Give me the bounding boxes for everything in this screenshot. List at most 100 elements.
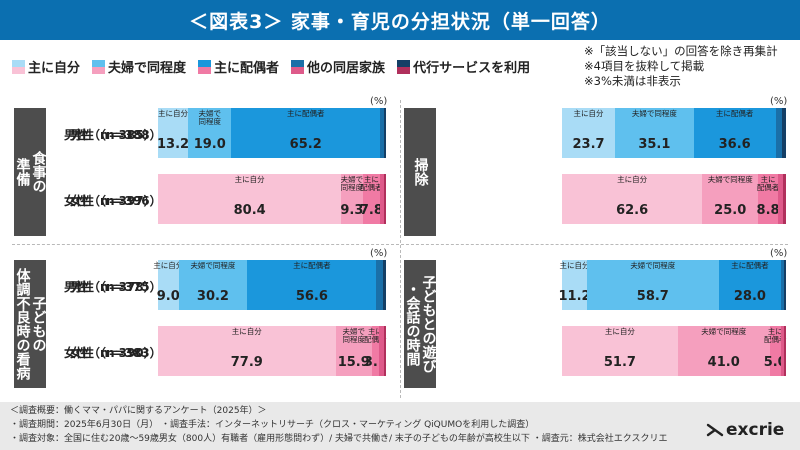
legend-swatch xyxy=(12,59,25,74)
data-label: 36.6 xyxy=(718,137,751,152)
data-label: 23.7 xyxy=(572,137,605,152)
bar-segment xyxy=(777,174,784,224)
data-label: 15.9 xyxy=(337,355,370,370)
bar-segment: 主に 配偶者 7.8 xyxy=(360,174,383,224)
stacked-bar: 主に自分 23.7 夫婦で同程度 35.1 主に配偶者 36.6 xyxy=(562,108,786,158)
bar-segment xyxy=(784,260,786,310)
bar-segment: 夫婦で同程度 41.0 xyxy=(677,326,770,376)
bar-segment: 夫婦で同程度 30.2 xyxy=(178,260,248,310)
data-label: 62.6 xyxy=(616,203,649,218)
legend-swatch xyxy=(291,59,305,74)
bar-segment: 主に自分 23.7 xyxy=(562,108,616,158)
segment-label: 夫婦で同程度 xyxy=(631,109,677,118)
survey-overview: ＜調査概要：働くママ・パパに関するアンケート（2025年）＞ ・調査期間：202… xyxy=(10,404,667,446)
legend: 主に自分 夫婦で同程度 主に配偶者 他の同居家族 代行サービスを利用 xyxy=(12,57,530,76)
legend-label: 代行サービスを利用 xyxy=(413,61,531,76)
row-label-male: 男性（n=385） xyxy=(64,128,156,142)
data-label: 25.0 xyxy=(714,203,747,218)
data-label: 19.0 xyxy=(193,137,226,152)
data-label: 35.1 xyxy=(638,137,671,152)
note-line: ※3%未満は非表示 xyxy=(584,74,681,88)
segment-label: 主に自分 xyxy=(234,175,265,184)
chart-panel: 子どもの 体調不良時の看病 (%) 男性（n=378） 主に自分 9.0 夫婦で同程度 30.… xyxy=(12,248,402,396)
segment-label: 主に配偶者 xyxy=(731,261,769,270)
row-label-female: 女性（n=383） xyxy=(70,346,162,360)
chart-panel: 食事の 準備 (%) 男性（n=385） 主に自分 13.2 夫婦で 同程度 19.0 主に配偶… xyxy=(12,96,402,244)
segment-label: 夫婦で同程度 xyxy=(701,327,747,336)
logo-mark-icon xyxy=(706,423,724,437)
bar-segment: 主に 配偶者 8.8 xyxy=(756,174,780,224)
category-label: 掃除 xyxy=(404,108,436,236)
bar-segment: 主に 配偶者 5.0 xyxy=(764,326,787,376)
bar-segment: 主に配偶者 28.0 xyxy=(718,260,782,310)
bar-segment: 主に自分 11.2 xyxy=(558,260,591,310)
data-label: 65.2 xyxy=(289,137,322,152)
legend-label: 主に配偶者 xyxy=(214,61,280,76)
bar-segment xyxy=(383,326,386,376)
stacked-bar: 主に自分 77.9 夫婦で 同程度 15.9 主に 配偶者 3.1 xyxy=(158,326,387,376)
bar-segment xyxy=(380,108,385,158)
bar-segment: 主に配偶者 36.6 xyxy=(693,108,776,158)
category-label: 子どもとの遊び ・会話の時間 xyxy=(404,260,437,388)
stacked-bar: 主に自分 11.2 夫婦で同程度 58.7 主に配偶者 28.0 xyxy=(558,260,786,310)
segment-label: 夫婦で 同程度 xyxy=(342,327,365,344)
segment-label: 主に自分 xyxy=(604,327,635,336)
segment-label: 主に自分 xyxy=(231,327,262,336)
segment-label: 主に配偶者 xyxy=(286,109,325,118)
bar-segment xyxy=(781,108,786,158)
segment-label: 主に自分 xyxy=(153,261,184,270)
notes: ※「該当しない」の回答を除き再集計 ※4項目を抜粋して掲載 ※3%未満は非表示 xyxy=(584,44,778,89)
unit-label: (%) xyxy=(370,248,388,259)
data-label: 9.0 xyxy=(156,289,180,304)
footer-line: ・調査期間：2025年6月30日（月） ・調査手法：インターネットリサーチ（クロ… xyxy=(10,420,535,430)
chart-panel: 掃除 (%) 男性（n=388） 主に自分 23.7 夫婦で同程度 35.1 主に配偶者 36.… xyxy=(70,96,792,244)
bar-segment: 夫婦で同程度 35.1 xyxy=(615,108,694,158)
row-label-male: 男性（n=388） xyxy=(70,128,162,142)
category-label: 食事の 準備 xyxy=(14,108,47,236)
legend-item: 他の同居家族 xyxy=(291,57,385,76)
legend-item: 代行サービスを利用 xyxy=(397,57,530,76)
footer-line: ＜調査概要：働くママ・パパに関するアンケート（2025年）＞ xyxy=(10,406,267,416)
segment-label: 主に 配偶者 xyxy=(756,175,780,192)
bar-segment: 主に配偶者 56.6 xyxy=(247,260,377,310)
note-line: ※「該当しない」の回答を除き再集計 xyxy=(584,44,778,58)
data-label: 77.9 xyxy=(230,355,263,370)
stacked-bar: 主に自分 9.0 夫婦で同程度 30.2 主に配偶者 56.6 xyxy=(153,260,386,310)
panel-divider-vertical xyxy=(400,100,401,398)
legend-label: 他の同居家族 xyxy=(307,61,386,76)
data-label: 8.8 xyxy=(756,203,780,218)
logo-text: excrie xyxy=(726,420,785,440)
bar-segment xyxy=(783,174,786,224)
bar-segment xyxy=(784,326,786,376)
data-label: 58.7 xyxy=(636,289,669,304)
chart-panel: 子どもとの遊び ・会話の時間 (%) 男性（n=375） 主に自分 11.2 夫婦で同程度 5… xyxy=(70,248,792,396)
bar-segment xyxy=(376,260,383,310)
chart-title-banner: ＜図表3＞ 家事・育児の分担状況（単一回答） xyxy=(0,0,800,40)
bar-segment xyxy=(380,174,385,224)
data-label: 41.0 xyxy=(707,355,740,370)
stacked-bar: 主に自分 80.4 夫婦で 同程度 9.3 主に 配偶者 7.8 xyxy=(158,174,386,224)
segment-label: 主に 配偶者 xyxy=(763,327,787,344)
legend-item: 主に配偶者 xyxy=(198,57,279,76)
data-label: 51.7 xyxy=(603,355,636,370)
segment-label: 夫婦で同程度 xyxy=(707,175,753,184)
bar-segment: 夫婦で同程度 58.7 xyxy=(587,260,719,310)
bar-segment: 夫婦で 同程度 15.9 xyxy=(335,326,372,376)
bar-segment xyxy=(775,108,782,158)
data-label: 28.0 xyxy=(733,289,766,304)
bar-segment xyxy=(384,174,386,224)
bar-segment xyxy=(384,108,386,158)
bar-segment: 主に自分 77.9 xyxy=(158,326,336,376)
segment-label: 主に 配偶者 xyxy=(364,327,387,344)
stacked-bar: 主に自分 13.2 夫婦で 同程度 19.0 主に配偶者 65.2 xyxy=(157,108,386,158)
data-label: 56.6 xyxy=(295,289,328,304)
bar-segment: 夫婦で 同程度 9.3 xyxy=(340,174,363,224)
legend-swatch xyxy=(397,59,411,74)
stacked-bar: 主に自分 62.6 夫婦で同程度 25.0 主に 配偶者 8.8 xyxy=(562,174,786,224)
bar-segment: 主に自分 13.2 xyxy=(157,108,189,158)
bar-segment: 主に自分 80.4 xyxy=(158,174,342,224)
legend-item: 主に自分 xyxy=(12,57,80,76)
segment-label: 主に配偶者 xyxy=(715,109,754,118)
stacked-bar: 主に自分 51.7 夫婦で同程度 41.0 主に 配偶者 5.0 xyxy=(562,326,787,376)
legend-label: 主に自分 xyxy=(28,61,81,76)
